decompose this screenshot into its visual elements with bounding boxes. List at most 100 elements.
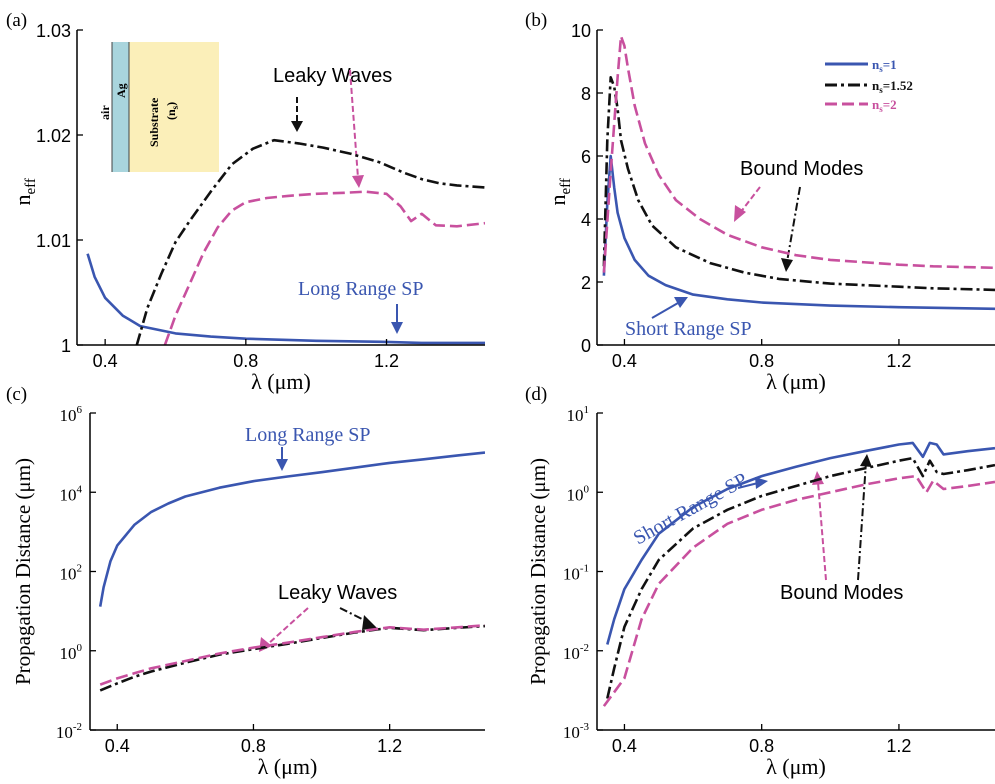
panel-c-annotation-leaky-waves: Leaky Waves	[278, 582, 397, 604]
panel-a-x-tick-label: 1.2	[374, 351, 399, 371]
panel-d-annotation-bound-modes: Bound Modes	[780, 582, 903, 604]
panel-c-series-ns-152	[99, 624, 485, 692]
panel-b-y-tick-label: 2	[581, 273, 591, 293]
panel-c-series-ns-2	[99, 624, 485, 686]
panel-b-x-tick-label: 1.2	[886, 351, 911, 371]
inset-ns-label: (ns)	[164, 102, 180, 120]
panel-d-y-tick-label: 10-2	[563, 642, 589, 663]
panel-d-y-axis-label: Propagation Distance (μm)	[526, 458, 550, 685]
panel-a-label: (a)	[6, 10, 27, 31]
panel-a: (a) air Ag Substrate (ns) Leaky Waves Lo…	[6, 10, 424, 334]
panel-b-y-tick-label: 10	[571, 21, 591, 41]
panel-c-y-tick-label: 102	[60, 563, 83, 584]
panel-c-y-tick-label: 106	[60, 404, 83, 425]
inset-ag-layer	[112, 42, 129, 172]
arrow-d-bound-to-ns152	[857, 461, 867, 581]
arrowhead-d-srsp	[755, 477, 768, 489]
panel-d-series-ns-152	[606, 456, 995, 699]
panel-c-plot: 0.4 0.8 1.2 λ (μm) 10-2 100 102 104 106 Propagati…	[11, 404, 485, 779]
arrowhead-lrsp	[391, 322, 403, 334]
arrow-leaky-to-ns2	[349, 69, 359, 179]
panel-c-y-tick-label: 10-2	[56, 721, 82, 742]
arrowhead-c-lrsp	[276, 459, 288, 471]
panel-b-y-tick-label: 4	[581, 210, 591, 230]
panel-b-arrows	[651, 186, 801, 319]
panel-a-x-tick-label: 0.4	[93, 351, 118, 371]
panel-a-x-axis-label: λ (μm)	[251, 369, 311, 394]
panel-a-series-ns-1	[86, 253, 485, 345]
panel-c-x-tick-label: 0.8	[241, 736, 266, 756]
panel-d-y-tick-label: 100	[567, 483, 590, 504]
arrow-d-bound-to-ns2	[817, 481, 827, 581]
panel-a-annotation-leaky-waves: Leaky Waves	[273, 65, 392, 87]
panel-d-label: (d)	[525, 384, 547, 405]
inset-substrate-label: Substrate	[147, 97, 161, 147]
panel-c-y-tick-label: 104	[60, 483, 83, 504]
legend-label-ns152: ns=1.52	[872, 78, 913, 95]
arrowhead-d-bound-to-ns2	[812, 471, 824, 485]
arrowhead-bound-to-ns152	[781, 258, 793, 272]
legend-label-ns2: ns=2	[872, 97, 897, 114]
panel-a-arrows	[291, 69, 403, 334]
panel-b-annotation-short-range-sp: Short Range SP	[625, 318, 752, 340]
panel-d-y-tick-label: 101	[567, 404, 590, 425]
arrowhead-c-leaky-to-ns152	[362, 615, 377, 630]
panel-c-y-tick-label: 100	[60, 642, 83, 663]
arrow-bound-to-ns152	[786, 186, 801, 263]
arrow-d-srsp	[737, 482, 759, 489]
panel-a-y-tick-label: 1.02	[36, 126, 71, 146]
arrowhead-d-bound-to-ns152	[860, 454, 872, 467]
panel-d-x-axis-label: λ (μm)	[766, 754, 826, 779]
panel-d-arrows	[737, 454, 872, 581]
panel-a-y-tick-label: 1.03	[36, 21, 71, 41]
panel-b-series-ns-152	[602, 76, 995, 292]
panel-d-x-tick-label: 1.2	[886, 736, 911, 756]
panel-a-annotation-long-range-sp: Long Range SP	[298, 278, 424, 300]
inset-air-label: air	[98, 105, 112, 120]
panel-c-annotation-long-range-sp: Long Range SP	[245, 424, 371, 446]
panel-a-y-axis-label: neff	[10, 178, 39, 205]
panel-d-series-ns-2	[602, 474, 995, 707]
panel-d-plot: 0.4 0.8 1.2 λ (μm) 10-3 10-2 10-1 100 101 Propaga…	[526, 404, 995, 779]
panel-a-plot: 0.4 0.8 1.2 λ (μm) 1 1.01 1.02 1.03 neff	[10, 21, 485, 394]
panel-b-x-tick-label: 0.4	[612, 351, 637, 371]
panel-a-x-tick-label: 0.8	[233, 351, 258, 371]
arrow-srsp	[651, 302, 679, 319]
panel-b-y-axis-label: neff	[545, 178, 574, 205]
inset-ag-label: Ag	[114, 83, 128, 98]
arrow-c-leaky-to-ns2	[267, 607, 309, 645]
panel-c-label: (c)	[6, 384, 27, 405]
panel-b: (b) ns=1 ns=1.52 ns=2 Bound Modes Short …	[525, 10, 913, 340]
arrowhead-bound-to-ns2	[734, 205, 746, 222]
panel-b-plot: 0.4 0.8 1.2 λ (μm) 0 2 4 6 8 10 neff	[545, 21, 995, 394]
panel-b-x-tick-label: 0.8	[749, 351, 774, 371]
panel-b-y-tick-label: 6	[581, 147, 591, 167]
panel-d-y-tick-label: 10-3	[563, 721, 590, 742]
panel-a-y-tick-label: 1.01	[36, 231, 71, 251]
panel-c-x-axis-label: λ (μm)	[258, 754, 318, 779]
panel-c: (c) Long Range SP Leaky Waves	[6, 384, 397, 652]
panel-c-x-tick-label: 1.2	[377, 736, 402, 756]
panel-b-series-ns-2	[602, 35, 995, 273]
panel-b-label: (b)	[525, 10, 547, 31]
arrowhead-leaky-to-ns2	[352, 175, 364, 188]
panel-d-x-tick-label: 0.8	[749, 736, 774, 756]
panel-b-legend: ns=1 ns=1.52 ns=2	[825, 57, 913, 114]
panel-c-x-tick-label: 0.4	[105, 736, 130, 756]
inset-layer-diagram: air Ag Substrate (ns)	[95, 42, 219, 172]
arrow-bound-to-ns2	[739, 186, 761, 214]
inset-air-layer	[95, 42, 112, 172]
arrowhead-leaky-to-ns152	[291, 121, 303, 132]
panel-a-y-tick-label: 1	[61, 336, 71, 356]
panel-b-annotation-bound-modes: Bound Modes	[740, 158, 863, 180]
legend-label-ns1: ns=1	[872, 57, 897, 74]
panel-c-series-ns-1	[98, 451, 485, 607]
panel-d-series-ns-1	[606, 441, 995, 645]
arrow-c-leaky-to-ns152	[339, 607, 369, 623]
inset-substrate-layer	[129, 42, 219, 172]
panel-b-y-tick-label: 0	[581, 336, 591, 356]
panel-a-series-ns-2	[163, 190, 485, 345]
arrowhead-srsp	[674, 297, 688, 308]
panel-b-x-axis-label: λ (μm)	[766, 369, 826, 394]
